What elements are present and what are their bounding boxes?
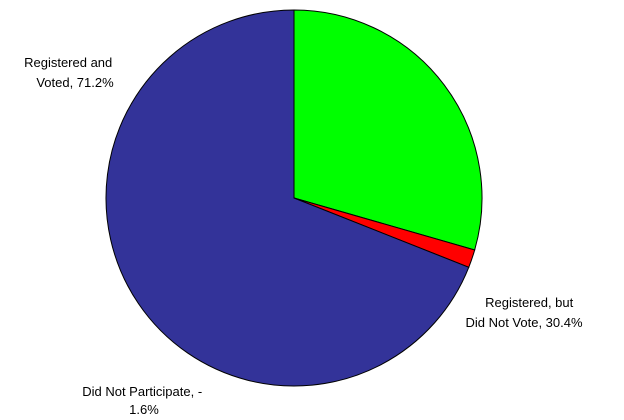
slice-label-did-not-participate: Did Not Participate, - 1.6% [82, 384, 206, 417]
pie-slices [105, 9, 483, 387]
slice-label-registered-voted: Registered and Voted, 71.2% [24, 55, 116, 90]
pie-slice-registered-not-voted [293, 9, 483, 251]
slice-label-registered-not-voted: Registered, but Did Not Vote, 30.4% [465, 295, 583, 330]
pie-slice-registered-voted [105, 9, 470, 387]
